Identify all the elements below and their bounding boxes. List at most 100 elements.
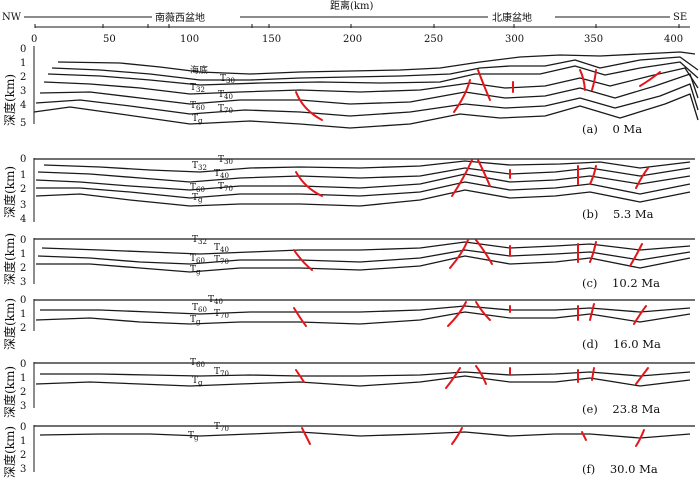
nw-label: NW — [2, 12, 22, 23]
svg-text:T: T — [190, 183, 196, 193]
tick-200: 200 — [343, 34, 362, 45]
basin-label-nanweixi: 南薇西盆地 — [155, 11, 205, 24]
svg-text:3: 3 — [20, 401, 26, 412]
svg-text:0: 0 — [20, 44, 26, 55]
horizon-t60 — [39, 73, 699, 105]
svg-text:T: T — [192, 161, 198, 171]
panel-b-caption: (b) 5.3 Ma — [582, 207, 654, 221]
horizon-t70 — [40, 371, 691, 377]
svg-text:60: 60 — [198, 306, 207, 314]
svg-text:1: 1 — [20, 249, 26, 260]
horizon-t60 — [40, 305, 691, 315]
horizon-tg — [35, 375, 691, 387]
panel-f-depth-ticks: 0 1 2 3 — [20, 422, 26, 475]
panel-d-faults — [293, 301, 647, 327]
tick-100: 100 — [180, 34, 199, 45]
distance-axis-title: 距离(km) — [330, 0, 373, 12]
svg-text:T: T — [190, 315, 196, 325]
svg-text:T: T — [208, 295, 214, 305]
svg-text:70: 70 — [220, 312, 229, 320]
svg-text:70: 70 — [224, 107, 233, 115]
svg-text:70: 70 — [220, 370, 229, 378]
basin-label-beikang: 北康盆地 — [492, 11, 532, 24]
tick-50: 50 — [103, 34, 116, 45]
panel-e-ylabel: 深度(km) — [2, 366, 17, 418]
svg-text:T: T — [214, 309, 220, 319]
svg-text:40: 40 — [224, 93, 233, 101]
svg-text:T: T — [214, 169, 220, 179]
horizon-t60 — [37, 249, 691, 265]
svg-text:1: 1 — [20, 58, 26, 69]
horizon-tg — [33, 93, 699, 129]
svg-text:T: T — [190, 254, 196, 264]
panel-d-ylabel: 深度(km) — [2, 298, 17, 350]
svg-text:T: T — [190, 83, 196, 93]
panel-d-horizons — [34, 299, 695, 325]
svg-text:2: 2 — [20, 263, 26, 274]
panel-b-horizons — [34, 158, 695, 207]
horizon-t60 — [35, 173, 691, 191]
svg-text:T: T — [190, 265, 196, 275]
panel-c: 深度(km) 0 1 2 3 T 32 T 40 T 60 T 70 — [2, 233, 695, 290]
horizon-tg — [39, 431, 691, 439]
tick-400: 400 — [664, 34, 683, 45]
svg-text:4: 4 — [20, 214, 26, 225]
svg-text:T: T — [220, 74, 226, 84]
svg-text:0: 0 — [20, 154, 26, 165]
panel-c-faults — [293, 239, 643, 271]
svg-text:70: 70 — [220, 258, 229, 266]
svg-text:3: 3 — [20, 277, 26, 288]
horizon-t32 — [47, 61, 699, 86]
panel-e-caption: (e) 23.8 Ma — [582, 402, 660, 416]
panel-c-ylabel: 深度(km) — [2, 233, 17, 285]
svg-text:1: 1 — [20, 170, 26, 181]
svg-text:T: T — [192, 114, 198, 124]
panel-e-faults — [295, 365, 649, 389]
svg-text:T: T — [192, 193, 198, 203]
panel-c-caption: (c) 10.2 Ma — [582, 276, 660, 290]
horizon-tg — [35, 189, 691, 207]
panel-b-depth-ticks: 0 1 2 3 4 — [20, 154, 26, 225]
horizon-t32 — [43, 160, 691, 173]
svg-text:T: T — [192, 303, 198, 313]
svg-text:T: T — [190, 101, 196, 111]
svg-text:40: 40 — [220, 246, 229, 254]
tick-250: 250 — [424, 34, 443, 45]
horizon-t70 — [36, 255, 691, 273]
svg-text:T: T — [214, 243, 220, 253]
svg-text:T: T — [214, 367, 220, 377]
svg-text:T: T — [214, 422, 220, 432]
panel-b-ylabel: 深度(km) — [2, 166, 17, 218]
panel-f-ylabel: 深度(km) — [2, 426, 17, 478]
svg-text:g: g — [196, 318, 201, 326]
panel-c-depth-ticks: 0 1 2 3 — [20, 235, 26, 288]
svg-text:0: 0 — [20, 295, 26, 306]
svg-text:T: T — [218, 155, 224, 165]
svg-text:T: T — [190, 358, 196, 368]
svg-text:T: T — [192, 376, 198, 386]
svg-text:32: 32 — [196, 86, 205, 94]
horizon-t40 — [37, 167, 691, 183]
panel-d-caption: (d) 16.0 Ma — [582, 337, 661, 351]
svg-text:海底: 海底 — [190, 64, 208, 76]
svg-text:32: 32 — [198, 164, 207, 172]
tick-300: 300 — [505, 34, 524, 45]
svg-text:60: 60 — [196, 104, 205, 112]
svg-text:70: 70 — [224, 185, 233, 193]
svg-text:40: 40 — [214, 298, 223, 306]
top-axis: NW SE 距离(km) 南薇西盆地 北康盆地 0 50 100 150 200… — [2, 0, 690, 45]
horizon-t70 — [35, 311, 691, 325]
panel-b-faults — [295, 159, 649, 197]
svg-text:30: 30 — [226, 77, 235, 85]
horizon-t30 — [51, 56, 699, 81]
svg-text:3: 3 — [20, 86, 26, 97]
svg-text:2: 2 — [20, 72, 26, 83]
svg-text:3: 3 — [20, 464, 26, 475]
panel-c-horizons — [34, 238, 695, 273]
